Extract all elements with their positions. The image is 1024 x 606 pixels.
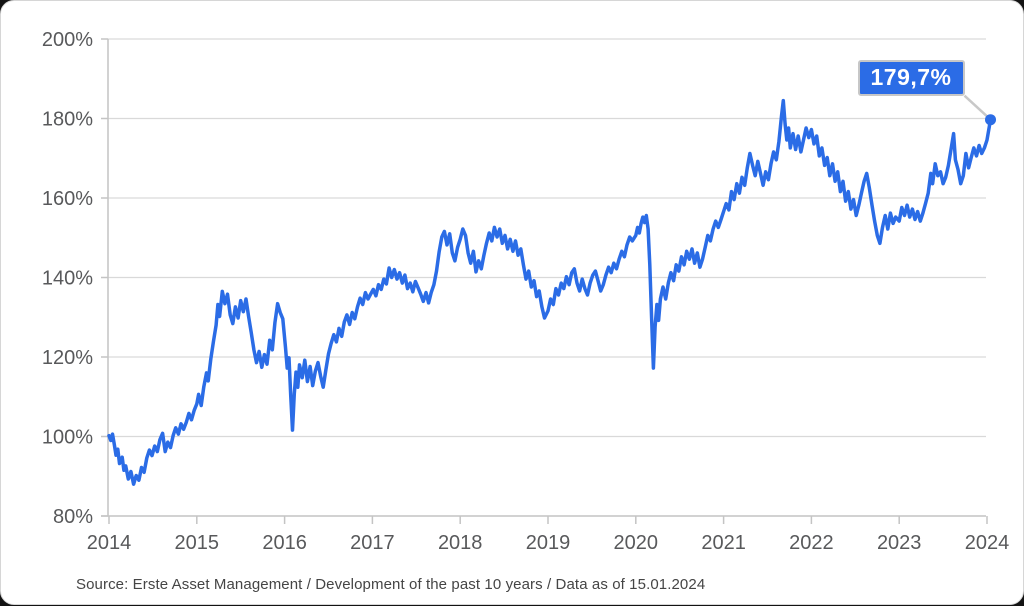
x-tick-label: 2017 <box>350 532 395 554</box>
value-badge: 179,7% <box>857 59 965 96</box>
x-tick-label: 2014 <box>87 532 132 554</box>
y-tick-label: 200% <box>42 29 93 51</box>
y-tick-label: 160% <box>42 188 93 210</box>
x-tick-label: 2015 <box>175 532 220 554</box>
value-badge-label: 179,7% <box>870 63 952 90</box>
x-tick-label: 2020 <box>614 532 659 554</box>
y-tick-label: 100% <box>42 427 93 449</box>
source-caption: Source: Erste Asset Management / Develop… <box>76 576 706 593</box>
x-tick-label: 2019 <box>526 532 571 554</box>
x-tick-label: 2016 <box>262 532 307 554</box>
y-tick-label: 80% <box>53 506 93 528</box>
data-series-line <box>107 98 993 486</box>
x-tick-label: 2022 <box>789 532 834 554</box>
x-tick-label: 2018 <box>438 532 483 554</box>
x-tick-label: 2023 <box>877 532 922 554</box>
x-tick-label: 2021 <box>701 532 746 554</box>
x-tick-label: 2024 <box>965 532 1010 554</box>
y-tick-label: 120% <box>42 347 93 369</box>
y-tick-label: 140% <box>42 268 93 290</box>
y-tick-label: 180% <box>42 109 93 131</box>
last-value-marker <box>985 114 997 126</box>
badge-connector-line <box>963 94 990 119</box>
